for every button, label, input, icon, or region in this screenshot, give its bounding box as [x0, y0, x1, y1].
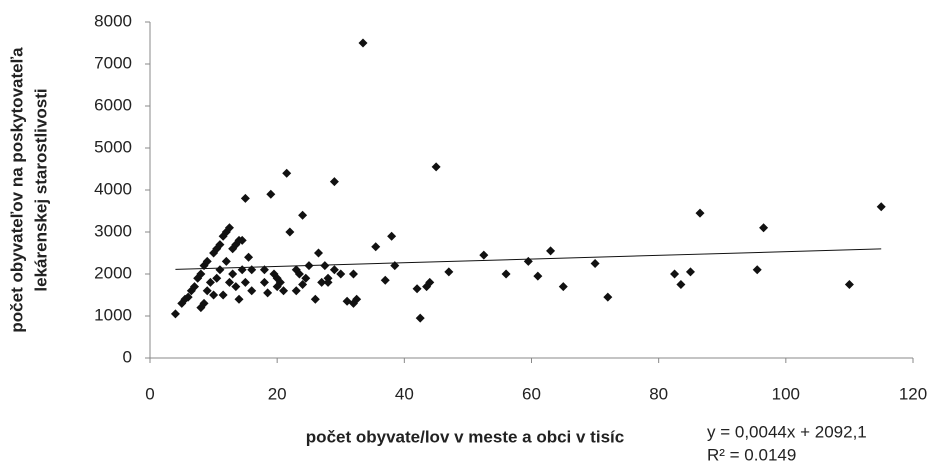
- point: [479, 250, 489, 260]
- point: [412, 284, 422, 294]
- point: [279, 286, 289, 296]
- point: [501, 269, 511, 279]
- point: [190, 282, 200, 292]
- point: [533, 271, 543, 281]
- x-tick-label: 20: [268, 384, 287, 403]
- trend-equation: y = 0,0044x + 2092,1: [707, 422, 867, 441]
- trend-r2: R² = 0.0149: [707, 445, 796, 464]
- point: [685, 267, 695, 277]
- point: [205, 277, 215, 287]
- point: [876, 202, 886, 212]
- point: [380, 275, 390, 285]
- point: [752, 265, 762, 275]
- x-tick-label: 120: [899, 384, 927, 403]
- y-tick-label: 1000: [94, 305, 132, 324]
- point: [209, 290, 219, 300]
- point: [244, 252, 254, 262]
- point: [237, 235, 247, 245]
- point: [329, 177, 339, 187]
- x-tick-label: 80: [649, 384, 668, 403]
- point: [237, 265, 247, 275]
- point: [425, 277, 435, 287]
- point: [358, 38, 368, 48]
- y-tick-label: 5000: [94, 137, 132, 156]
- point: [844, 280, 854, 289]
- x-tick-label: 0: [145, 384, 154, 403]
- point: [431, 162, 441, 172]
- x-tick-label: 40: [395, 384, 414, 403]
- point: [323, 277, 333, 287]
- point: [336, 269, 346, 279]
- point: [183, 292, 193, 302]
- point: [294, 269, 304, 279]
- point: [301, 273, 311, 283]
- point: [259, 277, 269, 287]
- point: [291, 286, 301, 296]
- point: [298, 280, 308, 289]
- point: [558, 282, 568, 292]
- point: [231, 282, 241, 292]
- y-tick-label: 8000: [94, 11, 132, 30]
- point: [196, 269, 206, 279]
- point: [320, 261, 330, 271]
- point: [603, 292, 613, 302]
- point: [202, 286, 212, 296]
- point: [523, 256, 533, 266]
- point: [224, 223, 234, 233]
- point: [676, 280, 686, 289]
- point: [215, 265, 225, 275]
- point: [329, 265, 339, 275]
- point: [590, 259, 600, 268]
- point: [224, 277, 234, 287]
- point: [313, 248, 323, 258]
- point: [218, 290, 228, 300]
- point: [247, 265, 257, 275]
- point: [202, 256, 212, 266]
- y-axis-label: počet obyvateľov na poskytovateľa: [7, 47, 26, 333]
- point: [240, 193, 250, 203]
- y-tick-label: 0: [123, 347, 132, 366]
- x-tick-label: 100: [772, 384, 800, 403]
- point: [247, 286, 257, 296]
- x-axis-label: počet obyvate/lov v meste a obci v tisíc: [306, 427, 624, 446]
- point: [199, 298, 209, 308]
- y-tick-label: 7000: [94, 53, 132, 72]
- point: [298, 210, 308, 220]
- point: [266, 189, 276, 199]
- point: [259, 265, 269, 275]
- point: [670, 269, 680, 279]
- point: [285, 227, 295, 237]
- point: [546, 246, 556, 256]
- point: [212, 273, 222, 283]
- point: [215, 240, 225, 250]
- point: [170, 309, 180, 319]
- y-tick-label: 6000: [94, 95, 132, 114]
- y-axis-label: lekárenskej starostlivosti: [31, 88, 50, 291]
- point: [352, 294, 362, 304]
- point: [304, 261, 314, 271]
- point: [275, 277, 285, 287]
- point: [317, 277, 327, 287]
- point: [348, 269, 358, 279]
- point: [371, 242, 381, 252]
- y-tick-label: 4000: [94, 179, 132, 198]
- point: [221, 256, 231, 266]
- y-tick-label: 3000: [94, 221, 132, 240]
- point: [263, 288, 273, 298]
- point: [310, 294, 320, 304]
- point: [228, 269, 238, 279]
- point: [234, 294, 244, 304]
- point: [444, 267, 454, 277]
- point: [415, 313, 425, 323]
- point: [695, 208, 705, 218]
- x-tick-label: 60: [522, 384, 541, 403]
- point: [240, 277, 250, 287]
- y-tick-label: 2000: [94, 263, 132, 282]
- point: [759, 223, 769, 233]
- point: [282, 168, 292, 178]
- point: [390, 261, 400, 271]
- point: [387, 231, 397, 241]
